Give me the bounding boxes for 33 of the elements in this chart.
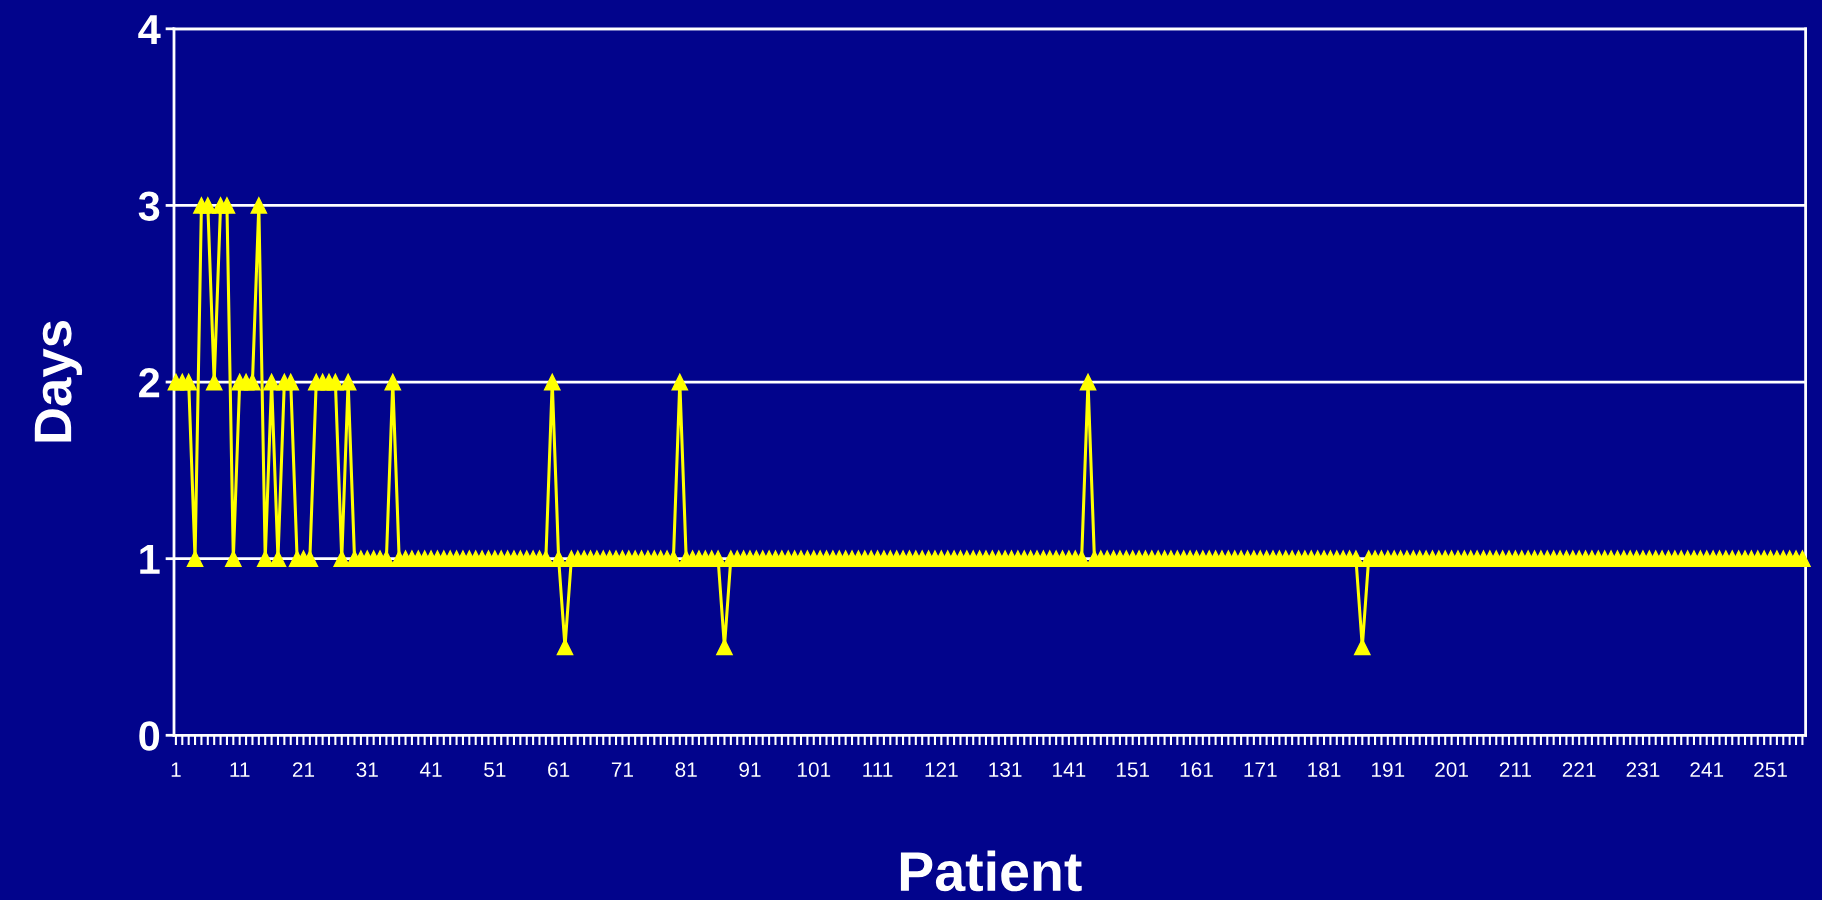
x-tick-label: 51: [484, 762, 506, 777]
x-tick-label: 61: [548, 762, 570, 777]
x-tick-label: 101: [797, 762, 831, 777]
y-tick-label: 0: [139, 721, 160, 751]
x-tick-label: 31: [356, 762, 378, 777]
x-tick-label: 141: [1053, 762, 1086, 777]
x-tick-label: 161: [1180, 762, 1213, 777]
x-tick-label: 81: [675, 762, 697, 777]
y-tick-label: 4: [138, 15, 161, 44]
x-tick-label: 231: [1626, 762, 1660, 777]
x-tick-label: 71: [611, 762, 633, 777]
x-tick-label: 211: [1499, 762, 1531, 777]
y-tick-label: 1: [140, 545, 160, 574]
x-tick-label: 21: [292, 762, 315, 777]
y-tick-label: 3: [138, 191, 160, 221]
x-tick-label: 11: [230, 762, 250, 777]
x-tick-label: 171: [1244, 762, 1277, 777]
y-tick-label: 2: [139, 368, 160, 398]
x-tick-label: 241: [1690, 762, 1724, 777]
x-tick-label: 111: [863, 762, 893, 777]
x-tick-label: 131: [989, 762, 1022, 777]
x-tick-label: 181: [1308, 762, 1341, 777]
x-tick-label: 251: [1754, 762, 1787, 777]
x-tick-label: 151: [1116, 762, 1150, 777]
x-tick-label: 1: [171, 762, 181, 777]
x-tick-label: 41: [419, 762, 442, 777]
x-tick-label: 91: [739, 762, 761, 777]
x-tick-label: 121: [925, 762, 958, 777]
x-tick-label: 221: [1562, 762, 1596, 777]
x-axis-title: Patient: [900, 850, 1082, 892]
x-tick-label: 201: [1435, 762, 1468, 777]
x-tick-label: 191: [1372, 762, 1405, 777]
y-axis-title: Days: [34, 321, 83, 442]
